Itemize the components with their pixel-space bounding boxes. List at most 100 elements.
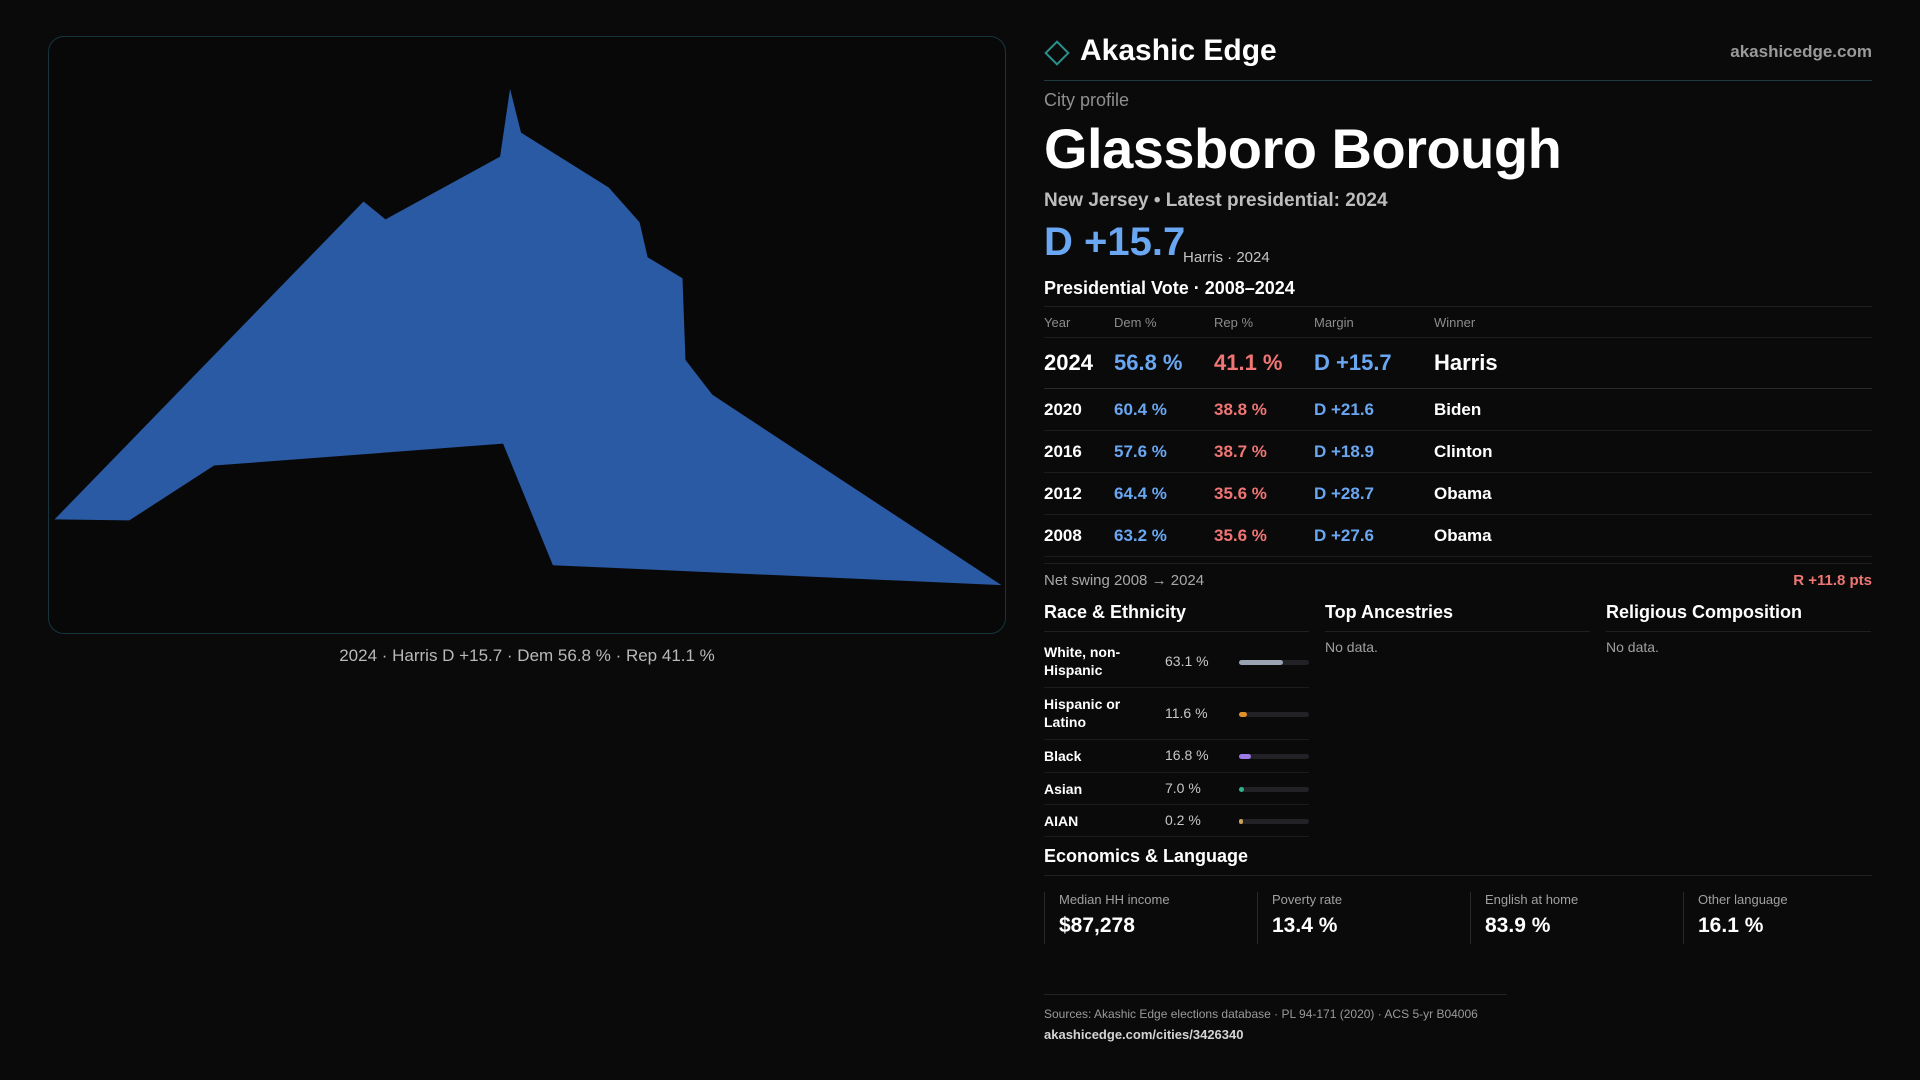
table-header-row: Year Dem % Rep % Margin Winner (1044, 307, 1872, 338)
latest-margin: D +15.7 (1044, 220, 1186, 264)
row-dem-pct: 56.8 % (1114, 350, 1183, 375)
page-title: Glassboro Borough (1044, 117, 1562, 180)
race-bar-track (1239, 660, 1309, 665)
race-pct: 11.6 % (1165, 705, 1208, 721)
row-winner: Clinton (1434, 442, 1493, 461)
ancestries-section-title: Top Ancestries (1325, 602, 1590, 632)
sources-footer: Sources: Akashic Edge elections database… (1044, 994, 1507, 1042)
vote-table-title: Presidential Vote · 2008–2024 (1044, 278, 1295, 298)
stat-value: 16.1 % (1698, 914, 1764, 937)
col-header-margin: Margin (1314, 315, 1354, 330)
brand-name: Akashic Edge (1080, 34, 1277, 67)
row-winner: Biden (1434, 400, 1482, 419)
race-name: AIAN (1044, 813, 1079, 829)
race-pct: 0.2 % (1165, 812, 1201, 828)
row-winner: Harris (1434, 350, 1498, 375)
row-winner: Obama (1434, 484, 1492, 503)
race-bar-fill (1239, 819, 1243, 824)
race-row: Black 16.8 % (1044, 740, 1309, 773)
row-dem-pct: 64.4 % (1114, 484, 1167, 503)
city-boundary-shape (54, 88, 1002, 586)
race-name: Asian (1044, 781, 1083, 797)
race-row: AIAN 0.2 % (1044, 805, 1309, 837)
economics-section-title: Economics & Language (1044, 846, 1872, 876)
row-margin: D +18.9 (1314, 442, 1375, 461)
row-dem-pct: 57.6 % (1114, 442, 1167, 461)
row-rep-pct: 41.1 % (1214, 350, 1283, 375)
race-name: Hispanic or Latino (1044, 696, 1121, 730)
net-swing-value: R +11.8 pts (1793, 572, 1872, 589)
row-rep-pct: 35.6 % (1214, 484, 1267, 503)
table-row: 2016 57.6 % 38.7 % D +18.9 Clinton (1044, 431, 1872, 473)
stat-other-language: Other language 16.1 % (1683, 892, 1879, 944)
page-eyebrow: City profile (1044, 90, 1130, 110)
site-link[interactable]: akashicedge.com (1730, 42, 1872, 61)
stat-label: Other language (1698, 892, 1788, 907)
net-swing: Net swing 2008 → 2024 R +11.8 pts (1044, 563, 1872, 589)
vote-table: Year Dem % Rep % Margin Winner 2024 56.8… (1044, 306, 1872, 557)
page-subtitle: New Jersey • Latest presidential: 2024 (1044, 190, 1388, 211)
row-year: 2012 (1044, 484, 1082, 503)
city-boundary-map (54, 88, 1002, 586)
race-pct: 63.1 % (1165, 653, 1209, 669)
row-dem-pct: 63.2 % (1114, 526, 1167, 545)
race-pct: 16.8 % (1165, 747, 1209, 763)
row-year: 2020 (1044, 400, 1082, 419)
row-dem-pct: 60.4 % (1114, 400, 1167, 419)
header-bar: Akashic Edge akashicedge.com (1044, 30, 1872, 81)
col-header-winner: Winner (1434, 315, 1476, 330)
table-row: 2020 60.4 % 38.8 % D +21.6 Biden (1044, 389, 1872, 431)
race-section-title: Race & Ethnicity (1044, 602, 1309, 632)
race-bar-track (1239, 754, 1309, 759)
row-margin: D +28.7 (1314, 484, 1375, 503)
table-row: 2012 64.4 % 35.6 % D +28.7 Obama (1044, 473, 1872, 515)
race-bar-fill (1239, 787, 1244, 792)
stat-value: 13.4 % (1272, 914, 1338, 937)
table-row: 2024 56.8 % 41.1 % D +15.7 Harris (1044, 338, 1872, 389)
net-swing-label: Net swing 2008 → 2024 (1044, 572, 1205, 589)
stat-label: Median HH income (1059, 892, 1170, 907)
row-winner: Obama (1434, 526, 1492, 545)
race-name: White, non-Hispanic (1044, 644, 1121, 678)
diamond-logo-icon (1044, 40, 1070, 66)
stat-label: English at home (1485, 892, 1579, 907)
map-caption: 2024 · Harris D +15.7 · Dem 56.8 % · Rep… (339, 646, 715, 665)
race-bar-fill (1239, 660, 1284, 665)
latest-margin-note: Harris · 2024 (1183, 249, 1270, 266)
race-bar-track (1239, 819, 1309, 824)
race-bar-track (1239, 787, 1309, 792)
row-year: 2008 (1044, 526, 1082, 545)
race-name: Black (1044, 748, 1082, 764)
row-year: 2016 (1044, 442, 1082, 461)
race-bar-fill (1239, 754, 1251, 759)
table-row: 2008 63.2 % 35.6 % D +27.6 Obama (1044, 515, 1872, 557)
row-margin: D +27.6 (1314, 526, 1375, 545)
ancestries-empty: No data. (1325, 639, 1378, 655)
religion-empty: No data. (1606, 639, 1659, 655)
row-margin: D +15.7 (1314, 350, 1392, 375)
race-row: Hispanic or Latino 11.6 % (1044, 688, 1309, 740)
stat-median-income: Median HH income $87,278 (1044, 892, 1240, 944)
race-list: White, non-Hispanic 63.1 % Hispanic or L… (1044, 636, 1309, 837)
stat-value: $87,278 (1059, 914, 1135, 937)
col-header-rep: Rep % (1214, 315, 1254, 330)
page-url-link[interactable]: akashicedge.com/cities/3426340 (1044, 1027, 1244, 1042)
race-row: Asian 7.0 % (1044, 773, 1309, 805)
col-header-dem: Dem % (1114, 315, 1157, 330)
stat-english-at-home: English at home 83.9 % (1470, 892, 1666, 944)
city-map (48, 36, 1006, 634)
row-rep-pct: 38.8 % (1214, 400, 1267, 419)
race-row: White, non-Hispanic 63.1 % (1044, 636, 1309, 688)
sources-text: Sources: Akashic Edge elections database… (1044, 1007, 1478, 1021)
row-rep-pct: 35.6 % (1214, 526, 1267, 545)
col-header-year: Year (1044, 315, 1071, 330)
stat-label: Poverty rate (1272, 892, 1343, 907)
race-bar-fill (1239, 712, 1248, 717)
row-rep-pct: 38.7 % (1214, 442, 1267, 461)
row-year: 2024 (1044, 350, 1093, 375)
race-pct: 7.0 % (1165, 780, 1201, 796)
economics-stats: Median HH income $87,278 Poverty rate 13… (1044, 892, 1872, 944)
row-margin: D +21.6 (1314, 400, 1375, 419)
religion-section-title: Religious Composition (1606, 602, 1871, 632)
stat-value: 83.9 % (1485, 914, 1551, 937)
